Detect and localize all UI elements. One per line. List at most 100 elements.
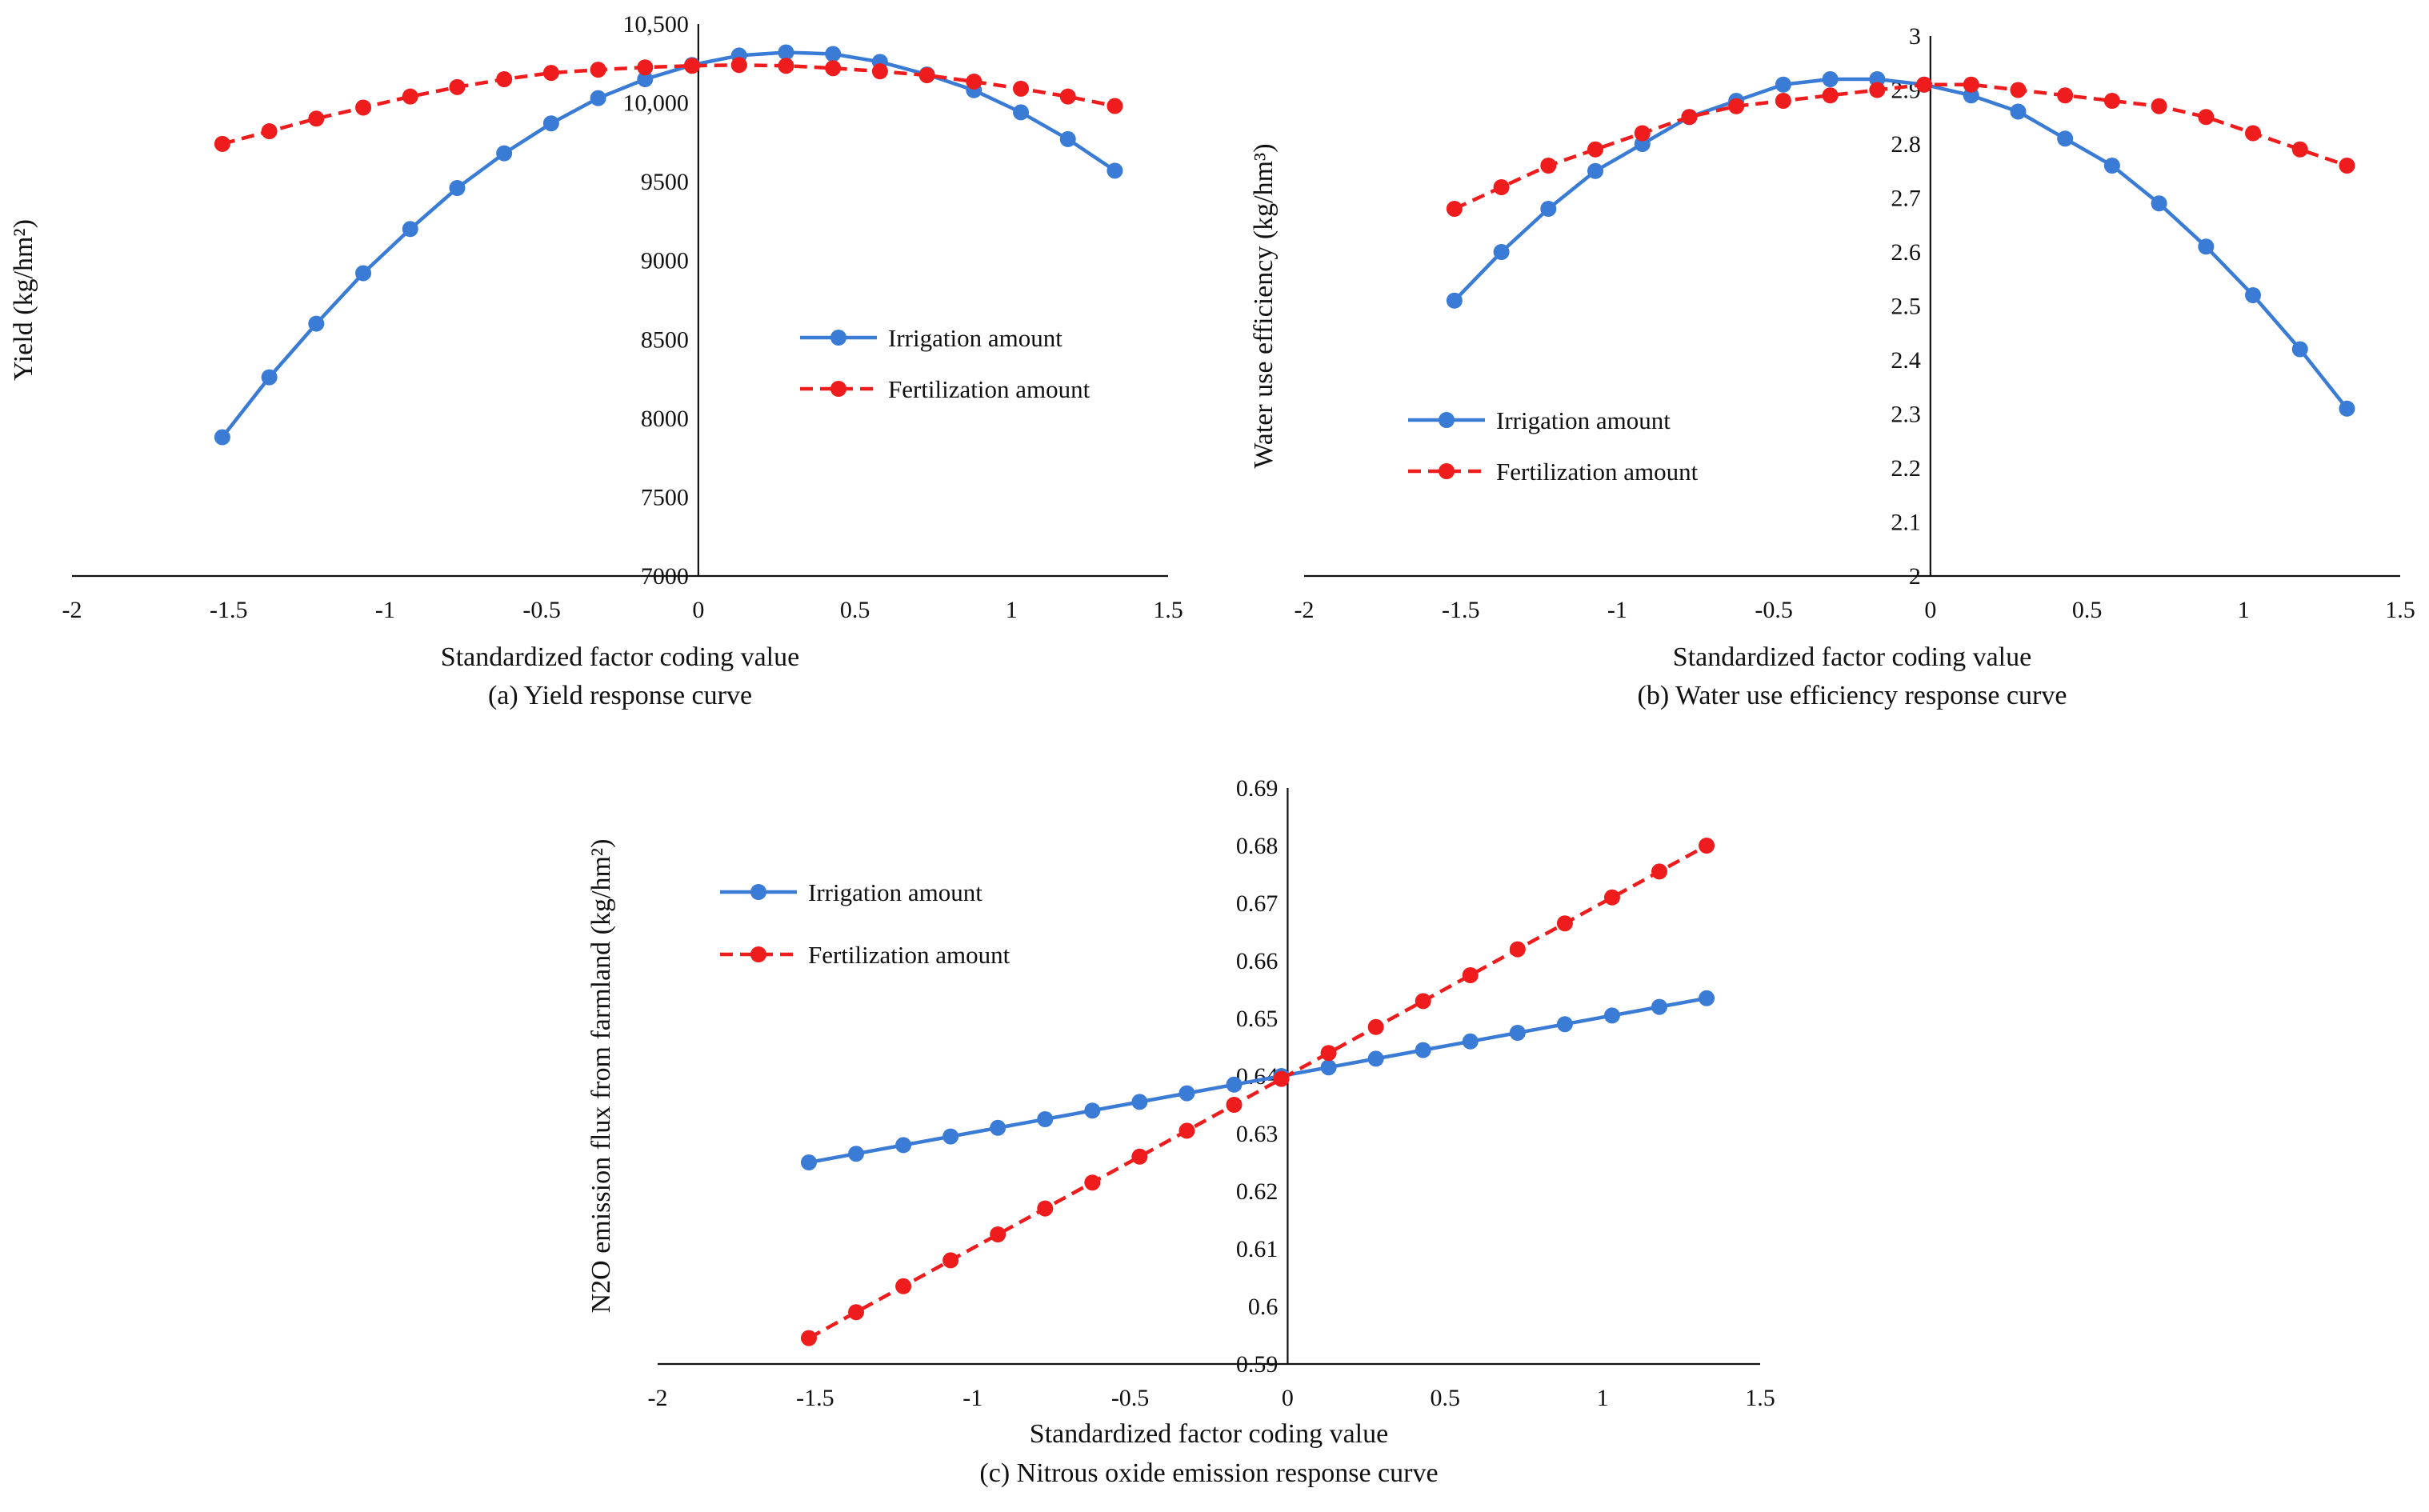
y-tick-label: 2.8: [1891, 131, 1921, 158]
data-point: [355, 265, 372, 282]
y-tick-label: 0.63: [1236, 1121, 1279, 1147]
data-point: [1178, 1122, 1195, 1139]
data-point: [1916, 76, 1933, 93]
y-tick-label: 2: [1909, 563, 1921, 590]
y-tick-label: 0.61: [1236, 1236, 1279, 1262]
data-point: [496, 71, 513, 87]
legend-label: Fertilization amount: [808, 941, 1010, 969]
data-point: [1822, 71, 1839, 87]
x-tick-label: 1: [1597, 1385, 1609, 1411]
y-tick-label: 0.68: [1236, 833, 1279, 859]
x-tick-label: -2: [1295, 597, 1315, 623]
data-point: [1320, 1045, 1337, 1062]
data-point: [1446, 292, 1463, 309]
legend-marker: [750, 946, 766, 962]
x-tick-label: -1.5: [210, 597, 248, 623]
legend-label: Irrigation amount: [888, 324, 1062, 352]
data-point: [542, 115, 559, 132]
data-point: [942, 1128, 959, 1145]
data-point: [848, 1146, 865, 1162]
data-point: [1822, 87, 1839, 104]
data-point: [990, 1226, 1006, 1242]
data-point: [1446, 201, 1463, 217]
data-point: [1603, 1007, 1620, 1024]
x-tick-label: 0.5: [2072, 597, 2103, 623]
data-point: [1869, 82, 1886, 98]
data-point: [1509, 941, 1526, 958]
x-tick-label: -2: [62, 597, 82, 623]
data-point: [1651, 998, 1668, 1015]
data-point: [308, 315, 325, 332]
data-point: [1556, 915, 1573, 932]
data-point: [1013, 80, 1030, 97]
data-point: [1775, 93, 1791, 109]
y-tick-label: 10,500: [622, 11, 689, 38]
legend-marker: [1439, 463, 1455, 479]
data-point: [1556, 1016, 1573, 1033]
data-point: [1509, 1025, 1526, 1041]
data-point: [2291, 141, 2308, 158]
x-tick-label: -0.5: [1755, 597, 1793, 623]
y-tick-label: 8500: [641, 326, 689, 353]
x-tick-label: 0.5: [840, 597, 870, 623]
y-tick-label: 0.67: [1236, 890, 1279, 917]
data-point: [2151, 195, 2167, 212]
series-line-fertilization: [807, 844, 1708, 1340]
data-point: [2291, 341, 2308, 358]
data-point: [261, 369, 278, 386]
x-tick-label: -1: [962, 1385, 982, 1411]
legend-label: Fertilization amount: [1496, 458, 1699, 486]
data-point: [2057, 130, 2074, 147]
data-point: [990, 1119, 1006, 1136]
y-axis-title: Yield (kg/hm²): [9, 219, 38, 381]
y-tick-label: 2.1: [1891, 510, 1921, 536]
y-tick-label: 9500: [641, 169, 689, 195]
data-point: [590, 62, 606, 78]
y-tick-label: 2.4: [1891, 347, 1921, 374]
y-tick-label: 0.69: [1236, 775, 1279, 802]
chart-b-water-use-efficiency: -2 -1.5 -1 -0.5 0 0.5 1 1.5 2 2.1 2.2 2.3 2.4 2.5 2.6 2…: [1249, 23, 2415, 710]
data-point: [730, 57, 747, 74]
data-point: [1415, 993, 1431, 1010]
data-point: [1462, 1033, 1479, 1050]
y-axis-title: N2O emission flux from farmland (kg/hm²): [586, 839, 616, 1314]
data-point: [2339, 158, 2355, 174]
data-point: [1540, 201, 1557, 217]
data-point: [825, 60, 842, 77]
data-point: [2103, 93, 2120, 109]
data-point: [590, 90, 606, 106]
legend-marker: [1439, 412, 1455, 428]
x-tick-label: -1.5: [796, 1385, 834, 1411]
x-axis-title: Standardized factor coding value: [441, 642, 799, 672]
y-tick-label: 0.66: [1236, 948, 1279, 974]
x-tick-label: -1: [375, 597, 395, 623]
series-line-irrigation: [221, 50, 1116, 438]
y-tick-label: 2.3: [1891, 402, 1921, 428]
data-point: [895, 1278, 912, 1294]
chart-a-yield: -2 -1.5 -1 -0.5 0 0.5 1 1.5 7000 7500 8000 8500 9000…: [9, 11, 1183, 710]
data-point: [2198, 109, 2215, 126]
y-tick-label: 0.62: [1236, 1178, 1279, 1205]
x-tick-label: 1.5: [1745, 1385, 1775, 1411]
data-point: [800, 1330, 817, 1346]
x-axis-title: Standardized factor coding value: [1030, 1419, 1388, 1449]
x-tick-label: -2: [648, 1385, 668, 1411]
data-point: [355, 99, 372, 116]
data-point: [848, 1304, 865, 1321]
series-line-irrigation: [808, 996, 1707, 1165]
y-tick-label: 2.5: [1891, 294, 1921, 320]
data-point: [214, 135, 230, 152]
x-tick-label: -1: [1607, 597, 1627, 623]
legend-marker: [750, 884, 766, 900]
data-point: [1273, 1070, 1290, 1087]
data-point: [1367, 1018, 1384, 1035]
y-tick-label: 0.59: [1236, 1351, 1279, 1378]
data-point: [637, 59, 654, 76]
data-point: [1320, 1059, 1337, 1076]
data-point: [261, 123, 278, 140]
data-point: [1775, 76, 1791, 93]
data-point: [1226, 1076, 1243, 1093]
x-tick-label: 1.5: [1153, 597, 1183, 623]
x-axis-title: Standardized factor coding value: [1673, 642, 2031, 672]
